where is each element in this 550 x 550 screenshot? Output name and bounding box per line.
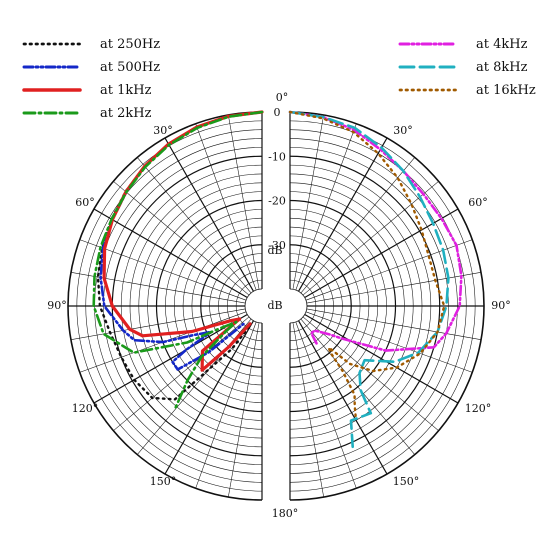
grid-spoke-right — [305, 311, 473, 373]
grid-spoke-right — [297, 137, 388, 292]
legend-swatch — [22, 111, 82, 115]
legend-item: at 4kHz — [398, 34, 527, 54]
series-line-6 — [288, 110, 446, 422]
grid-spoke-right — [306, 308, 482, 340]
legend-label: at 16kHz — [476, 82, 536, 98]
legend-swatch — [22, 65, 82, 69]
grid-spoke-left — [70, 308, 246, 340]
grid-spoke-left — [70, 272, 246, 304]
series-line-4 — [288, 110, 463, 352]
grid-spoke-left — [93, 208, 248, 299]
radial-tick-label: -10 — [268, 150, 286, 163]
grid-spoke-right — [302, 181, 439, 296]
radial-tick-label: -20 — [268, 195, 286, 208]
legend-label: at 2kHz — [100, 105, 152, 121]
grid-spoke-right — [306, 272, 482, 304]
legend-item: at 8kHz — [398, 57, 527, 77]
angle-tick-label: 120° — [465, 402, 492, 415]
angle-tick-label: 30° — [153, 124, 173, 137]
legend-label: at 250Hz — [100, 36, 161, 52]
grid-spoke-right — [292, 114, 324, 290]
grid-spoke-right — [295, 123, 357, 291]
grid-spoke-right — [304, 313, 459, 404]
series-line-3 — [92, 110, 264, 412]
legend-label: at 4kHz — [476, 36, 528, 52]
series-curves — [92, 110, 463, 449]
grid-spoke-left — [113, 316, 250, 431]
grid-spoke-right — [295, 321, 357, 489]
angle-tick-label: 60° — [468, 196, 488, 209]
angle-tick-label: 90° — [491, 299, 511, 312]
legend-swatch — [22, 42, 82, 46]
axis-labels: 0° 30° 30° 60° 60° 90° 90° 120° 120° 150° 150° 180°… — [47, 91, 511, 520]
grid-spoke-right — [292, 322, 324, 498]
legend-swatch — [22, 88, 82, 92]
legend-swatch — [398, 88, 458, 92]
radial-unit-label: dB — [267, 299, 282, 312]
angle-tick-label: 90° — [47, 299, 67, 312]
grid-spoke-left — [137, 157, 252, 294]
legend-item: at 16kHz — [398, 80, 536, 100]
grid-spoke-right — [305, 239, 473, 301]
radial-unit-label: dB — [267, 244, 282, 257]
angle-tick-label: 30° — [393, 124, 413, 137]
grid-spoke-left — [195, 123, 257, 291]
grid-spoke-left — [164, 320, 255, 475]
grid-spoke-left — [164, 137, 255, 292]
legend-swatch — [398, 65, 458, 69]
legend-label: at 8kHz — [476, 59, 528, 75]
angle-tick-label: 180° — [272, 507, 299, 520]
radial-tick-label: -30 — [268, 239, 286, 252]
grid-spoke-left — [113, 181, 250, 296]
angle-tick-label: 60° — [75, 196, 95, 209]
grid-spoke-right — [300, 318, 415, 455]
grid-spoke-left — [79, 239, 247, 301]
grid-spoke-left — [93, 313, 248, 404]
legend-swatch — [398, 42, 458, 46]
legend-item: at 2kHz — [22, 103, 151, 123]
angle-tick-label: 120° — [72, 402, 99, 415]
angle-tick-label: 150° — [150, 475, 177, 488]
grid-spoke-right — [302, 316, 439, 431]
grid-spoke-right — [300, 157, 415, 294]
radial-tick-label: 0 — [274, 106, 281, 119]
legend-item: at 250Hz — [22, 34, 160, 54]
series-line-5 — [288, 110, 450, 449]
grid-spoke-left — [228, 114, 260, 290]
legend-label: at 500Hz — [100, 59, 161, 75]
angle-tick-label: 0° — [276, 91, 289, 104]
angle-tick-label: 150° — [393, 475, 420, 488]
grid-spoke-right — [297, 320, 388, 475]
grid-spoke-left — [228, 322, 260, 498]
legend-item: at 1kHz — [22, 80, 151, 100]
grid-spoke-left — [195, 321, 257, 489]
legend-item: at 500Hz — [22, 57, 160, 77]
legend-label: at 1kHz — [100, 82, 152, 98]
